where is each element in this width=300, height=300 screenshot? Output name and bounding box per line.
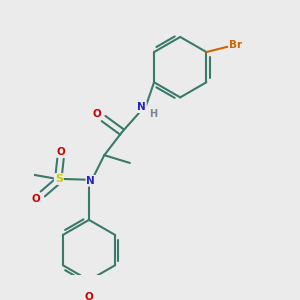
Text: O: O — [57, 147, 66, 157]
Text: N: N — [137, 102, 146, 112]
Text: S: S — [55, 174, 63, 184]
Text: H: H — [149, 109, 157, 119]
Text: O: O — [32, 194, 41, 204]
Text: Br: Br — [229, 40, 242, 50]
Text: N: N — [86, 176, 95, 186]
Text: O: O — [85, 292, 93, 300]
Text: O: O — [93, 109, 101, 119]
